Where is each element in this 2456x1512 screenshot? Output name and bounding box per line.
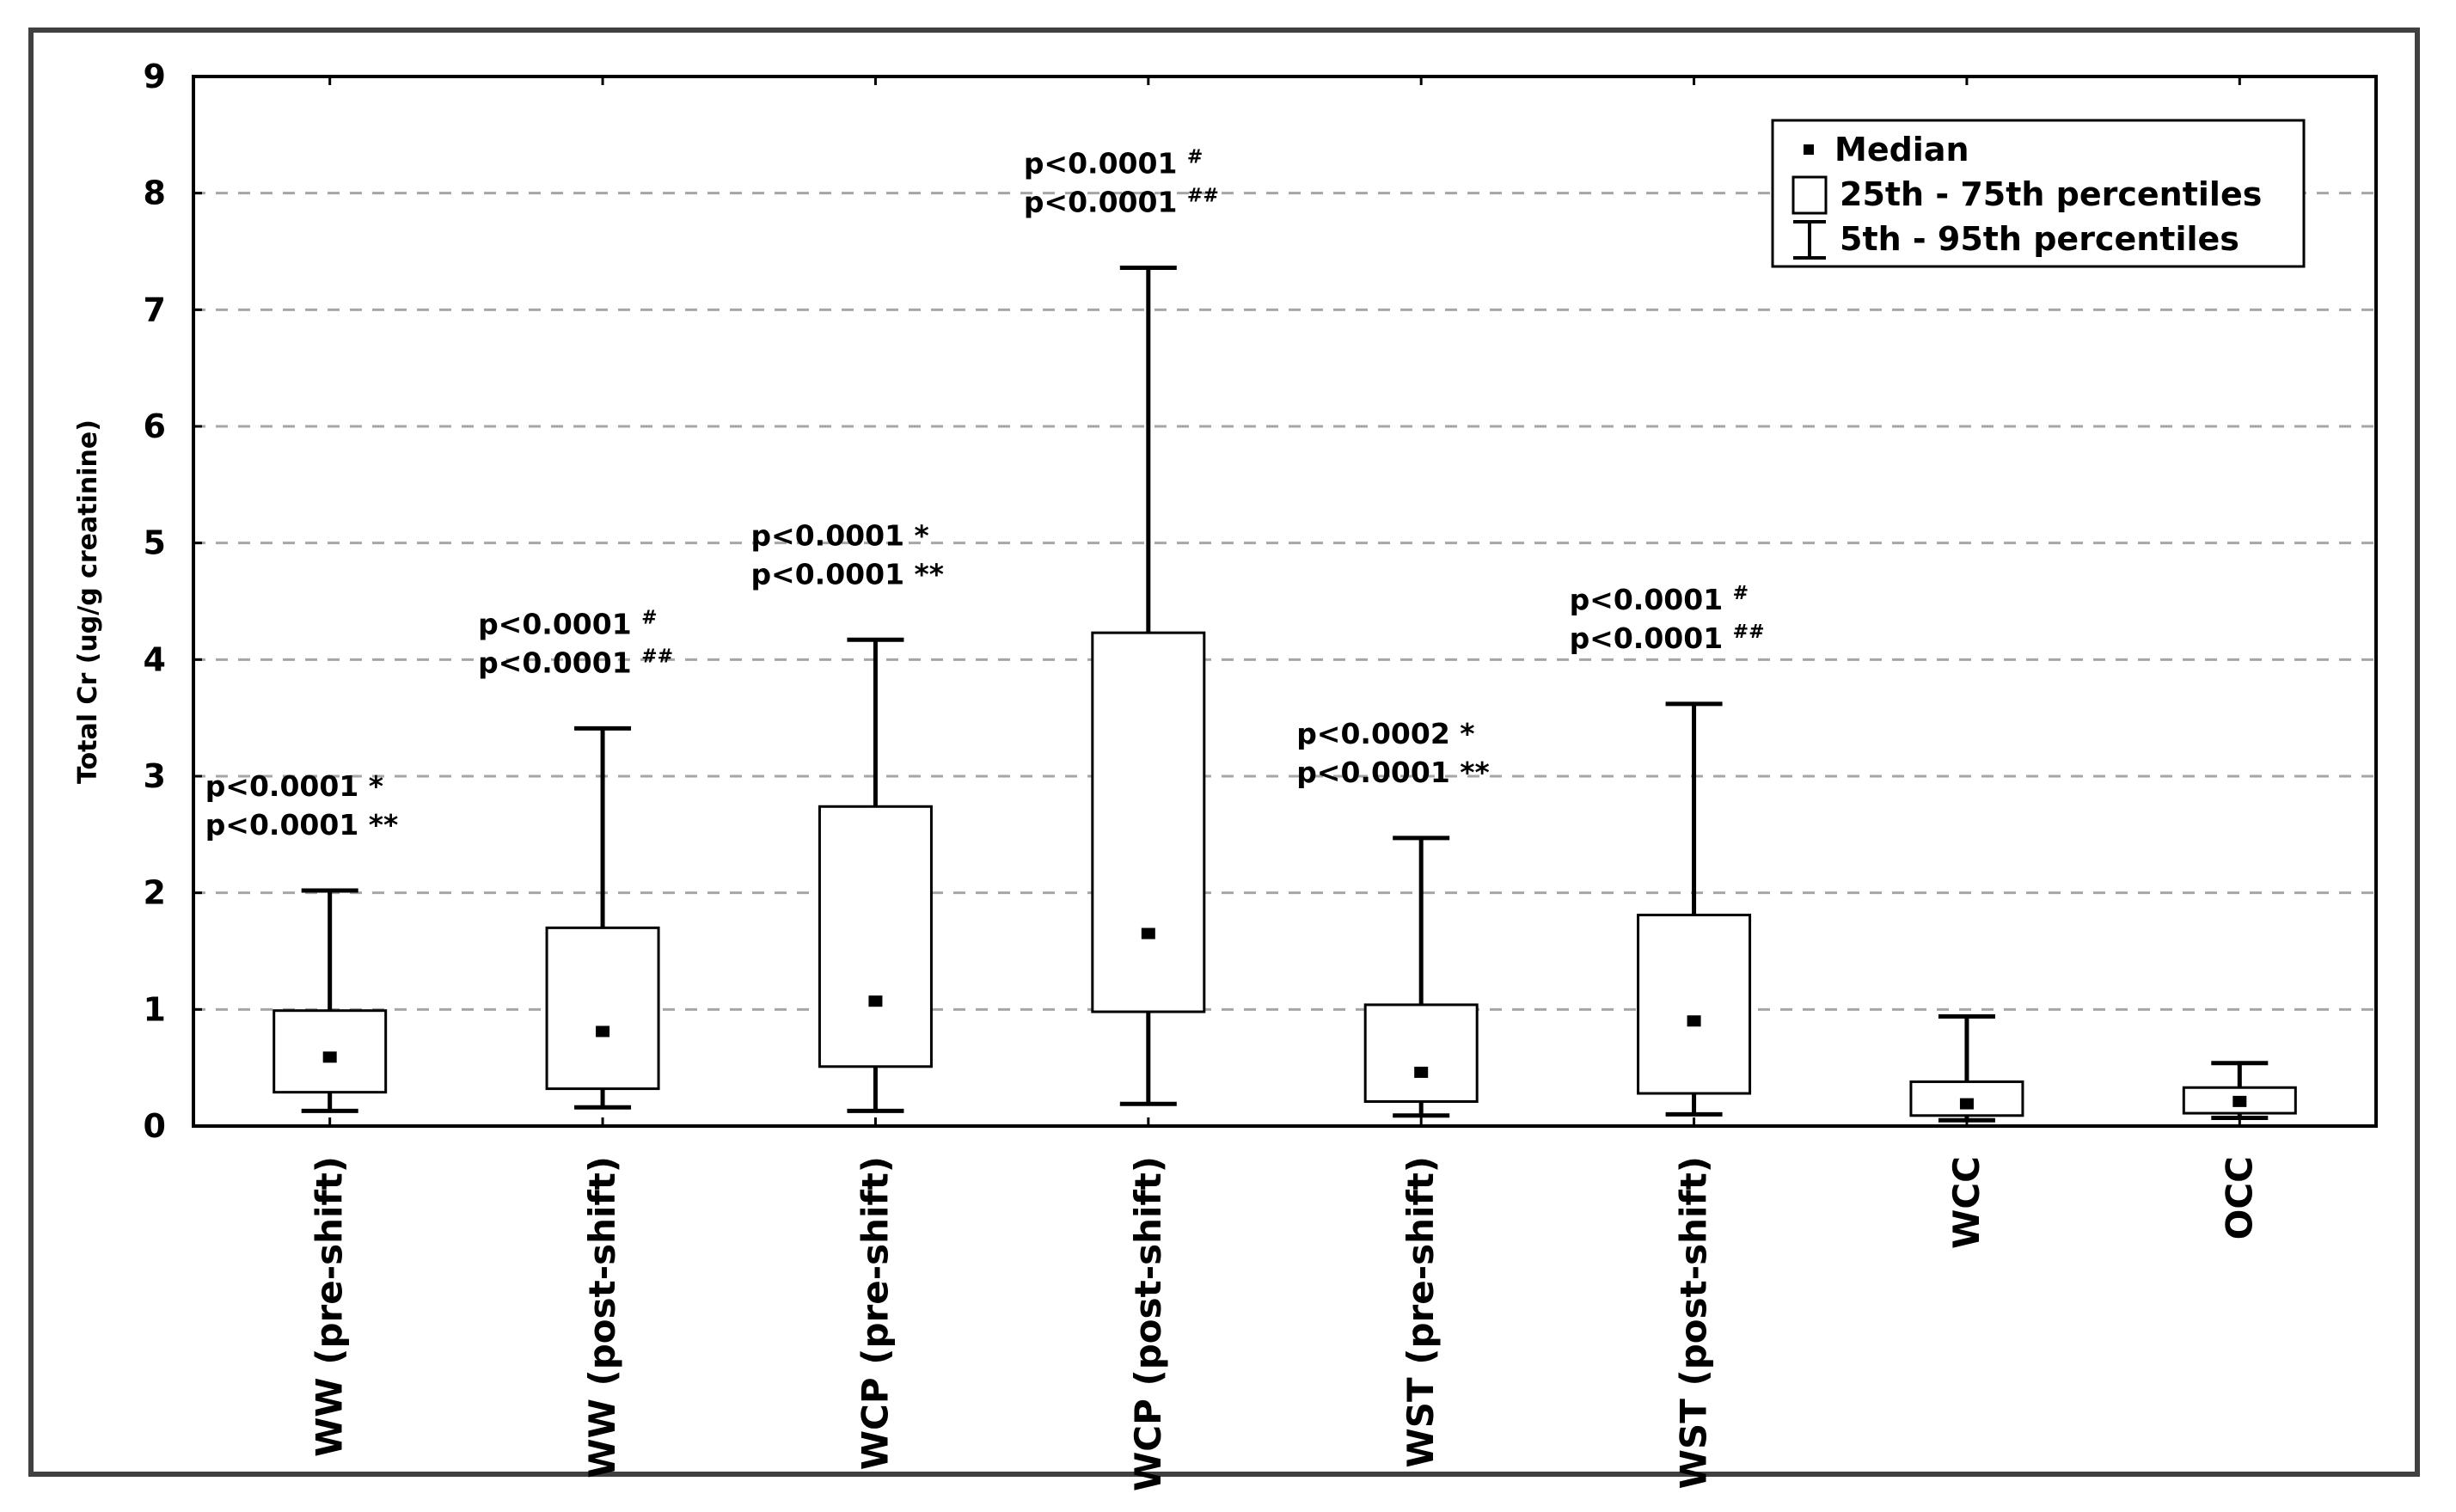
legend-label: Median bbox=[1834, 131, 1969, 168]
annotation-6: p<0.0001 #p<0.0001 ## bbox=[1570, 583, 1765, 655]
median-legend-icon bbox=[1804, 144, 1814, 155]
box-7 bbox=[1909, 1013, 2024, 1123]
median-marker bbox=[868, 995, 883, 1007]
box-2 bbox=[545, 725, 660, 1110]
p-value-text: p<0.0001 * bbox=[205, 769, 383, 803]
y-tick-label: 1 bbox=[144, 990, 166, 1028]
p-value-text: p<0.0002 * bbox=[1296, 717, 1474, 750]
iqr-box bbox=[545, 926, 660, 1091]
y-tick-label: 0 bbox=[144, 1107, 166, 1145]
x-axis-ticks: WW (pre-shift) WW (post-shift) WCP (pre-sh… bbox=[309, 77, 2260, 1491]
outer-frame bbox=[28, 28, 2420, 1477]
iqr-box bbox=[1091, 631, 1206, 1013]
box-3 bbox=[818, 637, 933, 1113]
p-value: p<0.0001 bbox=[478, 646, 641, 679]
x-category-label: WCP (pre-shift) bbox=[854, 1156, 896, 1470]
p-value-text: p<0.0001 ## bbox=[1024, 185, 1219, 218]
iqr-box bbox=[818, 805, 933, 1068]
x-category-label: WW (post-shift) bbox=[581, 1156, 623, 1478]
y-axis-title: Total Cr (ug/g creatinine) bbox=[73, 419, 103, 784]
significance-annotations: p<0.0001 *p<0.0001 **p<0.0001 #p<0.0001 … bbox=[205, 146, 1765, 841]
p-value: p<0.0001 bbox=[750, 557, 914, 591]
p-value: p<0.0001 bbox=[1570, 621, 1733, 655]
significance-mark: ## bbox=[1733, 621, 1765, 643]
p-value-text: p<0.0001 ** bbox=[1296, 756, 1490, 789]
p-value-text: p<0.0001 ** bbox=[750, 557, 944, 591]
legend-label: 5th - 95th percentiles bbox=[1840, 220, 2239, 258]
median-marker bbox=[1959, 1098, 1974, 1110]
legend-entry-median-square: Median bbox=[1804, 131, 1969, 168]
significance-mark: # bbox=[1187, 146, 1203, 168]
y-tick-label: 6 bbox=[144, 407, 166, 445]
median-marker bbox=[1141, 927, 1155, 940]
p-value: p<0.0001 bbox=[1570, 583, 1733, 616]
y-tick-label: 7 bbox=[144, 291, 166, 328]
box-legend-icon bbox=[1791, 175, 1828, 215]
significance-mark: # bbox=[641, 607, 657, 628]
x-category-label: OCC bbox=[2218, 1156, 2260, 1240]
significance-mark: ## bbox=[641, 646, 673, 667]
x-category-label: WCP (post-shift) bbox=[1127, 1156, 1169, 1491]
p-value: p<0.0001 bbox=[205, 769, 369, 803]
legend: Median 25th - 75th percentiles 5th - 95th … bbox=[1771, 119, 2306, 268]
median-marker bbox=[596, 1025, 610, 1038]
p-value: p<0.0001 bbox=[1024, 146, 1187, 180]
p-value-text: p<0.0001 # bbox=[1570, 583, 1749, 616]
median-marker bbox=[322, 1051, 337, 1063]
p-value: p<0.0001 bbox=[478, 607, 641, 640]
legend-entry-whisker: 5th - 95th percentiles bbox=[1793, 220, 2239, 260]
iqr-box bbox=[273, 1009, 388, 1094]
legend-label: 25th - 75th percentiles bbox=[1840, 175, 2262, 213]
significance-mark: ** bbox=[369, 808, 399, 842]
p-value: p<0.0002 bbox=[1296, 717, 1460, 750]
y-tick-label: 9 bbox=[144, 58, 166, 95]
significance-mark: * bbox=[369, 769, 383, 803]
x-category-label: WCC bbox=[1945, 1156, 1987, 1249]
p-value: p<0.0001 bbox=[1024, 185, 1187, 218]
p-value-text: p<0.0001 # bbox=[478, 607, 658, 640]
annotation-5: p<0.0002 *p<0.0001 ** bbox=[1296, 717, 1490, 789]
p-value-text: p<0.0001 ## bbox=[478, 646, 673, 679]
legend-box bbox=[1771, 119, 2306, 268]
legend-entry-box: 25th - 75th percentiles bbox=[1791, 175, 2262, 215]
p-value-text: p<0.0001 # bbox=[1024, 146, 1204, 180]
y-tick-label: 3 bbox=[144, 757, 166, 795]
y-tick-label: 8 bbox=[144, 174, 166, 212]
box-5 bbox=[1363, 836, 1479, 1118]
box-1 bbox=[273, 888, 388, 1113]
x-category-label: WST (post-shift) bbox=[1673, 1156, 1715, 1489]
iqr-box bbox=[1637, 913, 1752, 1095]
p-value-text: p<0.0001 * bbox=[750, 518, 928, 552]
significance-mark: * bbox=[915, 518, 929, 552]
x-category-label: WST (pre-shift) bbox=[1399, 1156, 1442, 1468]
significance-mark: ## bbox=[1187, 185, 1219, 206]
p-value: p<0.0001 bbox=[205, 808, 369, 842]
y-axis-ticks: 0 1 2 3 4 5 6 7 8 9 bbox=[144, 58, 202, 1145]
median-marker bbox=[1687, 1015, 1701, 1027]
annotation-3: p<0.0001 *p<0.0001 ** bbox=[750, 518, 944, 591]
p-value-text: p<0.0001 ## bbox=[1570, 621, 1765, 655]
y-tick-label: 2 bbox=[144, 874, 166, 912]
iqr-box bbox=[1363, 1003, 1479, 1104]
plot-area-border bbox=[192, 75, 2378, 1128]
x-category-label: WW (pre-shift) bbox=[309, 1156, 351, 1457]
annotation-4: p<0.0001 #p<0.0001 ## bbox=[1024, 146, 1219, 218]
significance-mark: ** bbox=[915, 557, 945, 591]
significance-mark: ** bbox=[1460, 756, 1490, 789]
p-value: p<0.0001 bbox=[1296, 756, 1460, 789]
median-marker bbox=[1414, 1066, 1429, 1078]
annotation-2: p<0.0001 #p<0.0001 ## bbox=[478, 607, 673, 679]
median-marker bbox=[2232, 1095, 2247, 1107]
p-value: p<0.0001 bbox=[750, 518, 914, 552]
significance-mark: # bbox=[1733, 583, 1749, 604]
y-tick-label: 4 bbox=[144, 640, 166, 678]
box-4 bbox=[1091, 265, 1206, 1106]
y-tick-label: 5 bbox=[144, 524, 166, 562]
annotation-1: p<0.0001 *p<0.0001 ** bbox=[205, 769, 399, 842]
box-6 bbox=[1637, 701, 1752, 1117]
significance-mark: * bbox=[1460, 717, 1474, 750]
p-value-text: p<0.0001 ** bbox=[205, 808, 399, 842]
